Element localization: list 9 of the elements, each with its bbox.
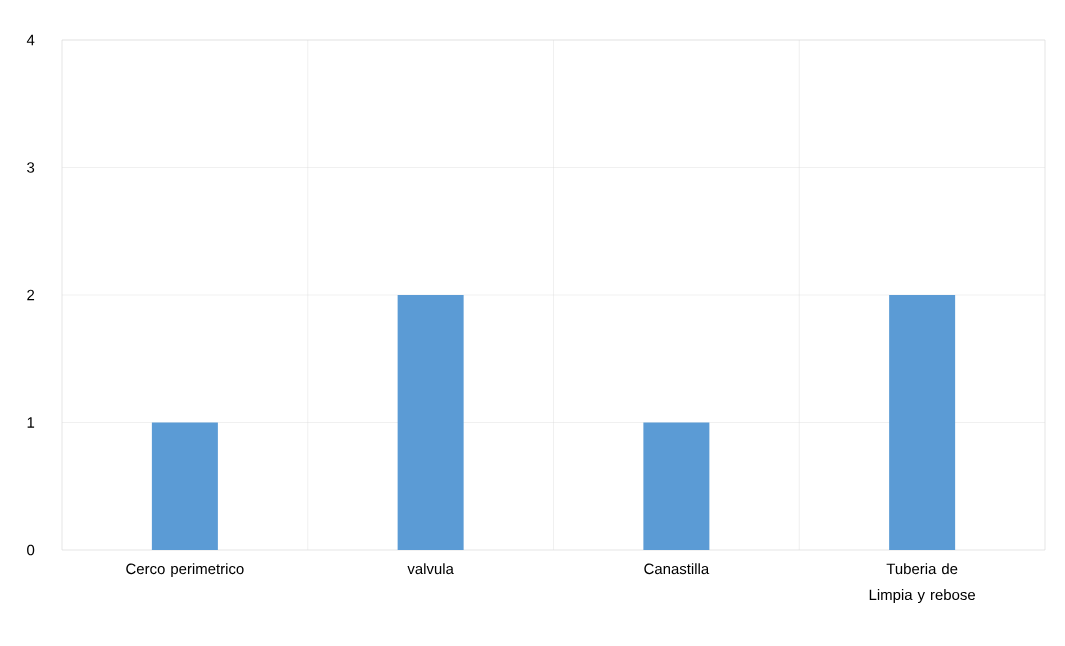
x-tick-label: Canastilla [644,563,710,575]
y-tick-label: 3 [27,162,35,173]
x-tick-label: Cerco perimetrico [126,563,244,578]
y-tick-label: 4 [26,34,35,46]
y-tick-label: 1 [27,417,35,428]
y-tick-label: 0 [27,544,35,556]
x-tick-label: Tuberia de Limpia y rebose [869,563,976,603]
y-tick-label: 2 [27,289,35,301]
x-tick-label: valvula [407,563,454,575]
